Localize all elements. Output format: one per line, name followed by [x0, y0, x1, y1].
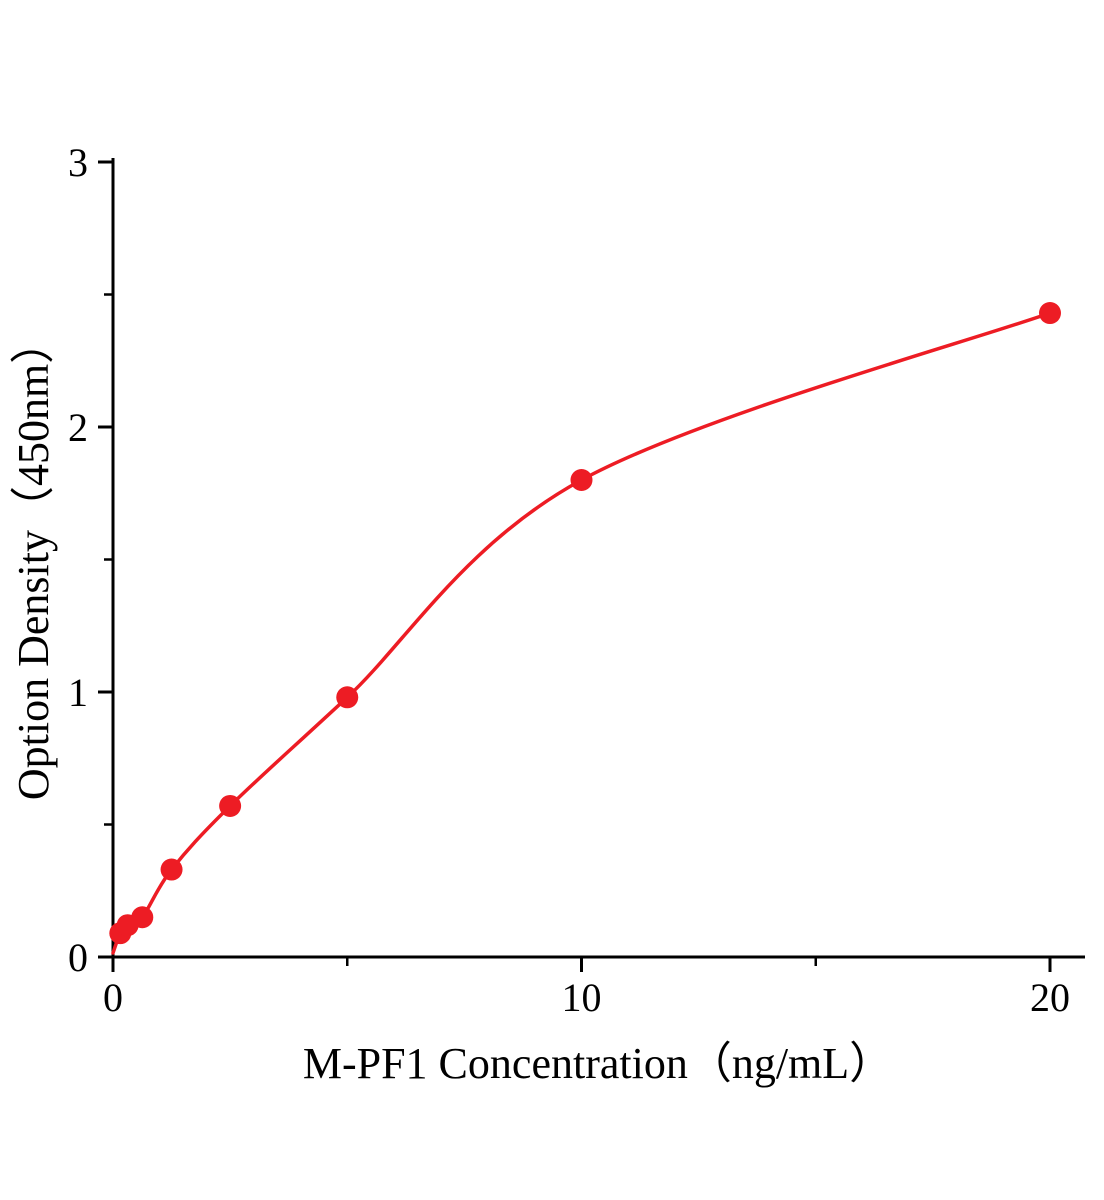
fit-curve: [111, 311, 1052, 955]
y-tick-label: 1: [68, 670, 88, 715]
data-point: [570, 469, 593, 491]
data-point: [336, 686, 359, 709]
data-point: [219, 794, 242, 817]
y-tick-label: 0: [68, 935, 88, 980]
data-point: [131, 906, 154, 929]
x-tick-label: 10: [562, 975, 602, 1020]
y-axis-title: Option Density（450nm）: [9, 320, 58, 800]
plot-area: 0 10 20 0 1 2 3: [68, 140, 1085, 1020]
y-tick-label: 3: [68, 140, 88, 185]
x-tick-label: 0: [103, 975, 123, 1020]
x-tick-label: 20: [1030, 975, 1070, 1020]
y-tick-label: 2: [68, 405, 88, 450]
data-point: [1039, 302, 1061, 325]
x-axis-title: M-PF1 Concentration（ng/mL）: [303, 1039, 893, 1088]
data-point: [160, 858, 183, 881]
